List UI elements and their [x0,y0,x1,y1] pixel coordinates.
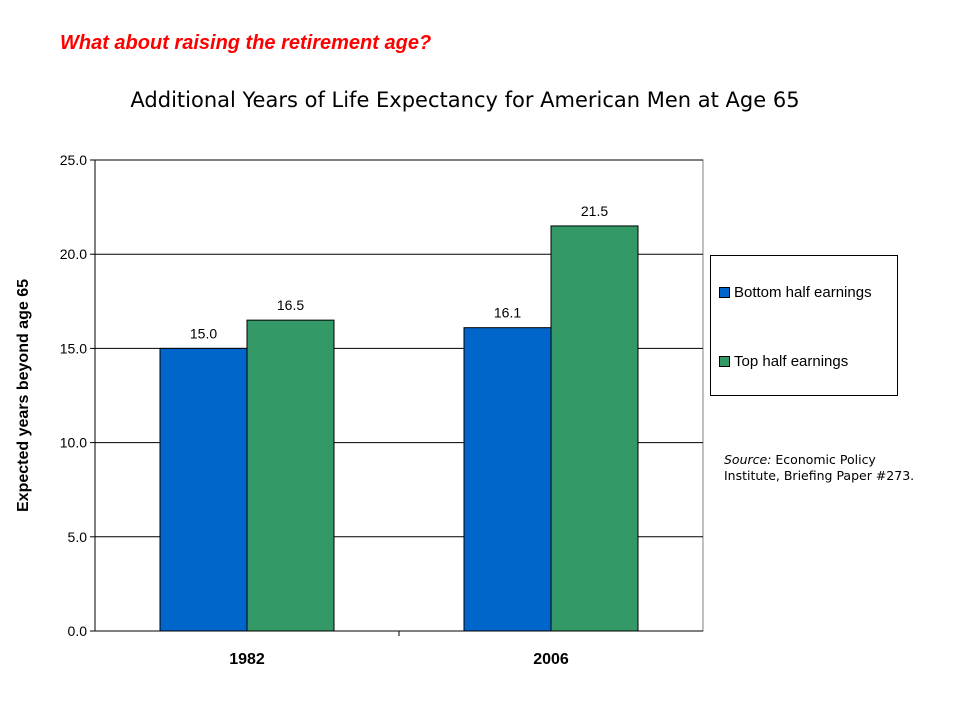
y-axis-label: Expected years beyond age 65 [15,279,32,512]
chart-legend: Bottom half earnings Top half earnings [710,255,898,396]
source-note: Source: Economic Policy Institute, Brief… [724,452,924,484]
legend-item-top-half: Top half earnings [719,353,848,370]
bar-2006-bottom-half [463,327,552,632]
y-tick-label: 0.0 [68,623,88,639]
bar-1982-top-half [246,319,335,632]
source-text: Economic Policy Institute, Briefing Pape… [724,452,915,483]
data-label: 15.0 [190,325,217,341]
chart-title: Additional Years of Life Expectancy for … [130,88,800,112]
bar-2006-top-half [550,225,639,632]
slide-heading: What about raising the retirement age? [60,32,432,54]
legend-swatch-bottom-half [719,287,730,298]
y-tick-label: 15.0 [60,340,87,356]
legend-label-top-half: Top half earnings [734,353,849,370]
x-tick-label: 1982 [229,651,265,668]
legend-swatch-top-half [719,356,730,367]
data-label: 21.5 [581,203,608,219]
source-label: Source: [724,452,772,467]
legend-item-bottom-half: Bottom half earnings [719,284,872,301]
y-tick-label: 20.0 [60,246,87,262]
x-tick-label: 2006 [533,651,569,668]
legend-label-bottom-half: Bottom half earnings [734,284,872,301]
y-tick-label: 10.0 [60,435,87,451]
y-tick-label: 25.0 [60,152,87,168]
data-label: 16.1 [494,305,521,321]
data-label: 16.5 [277,297,304,313]
bar-1982-bottom-half [159,347,248,632]
y-tick-label: 5.0 [68,529,88,545]
